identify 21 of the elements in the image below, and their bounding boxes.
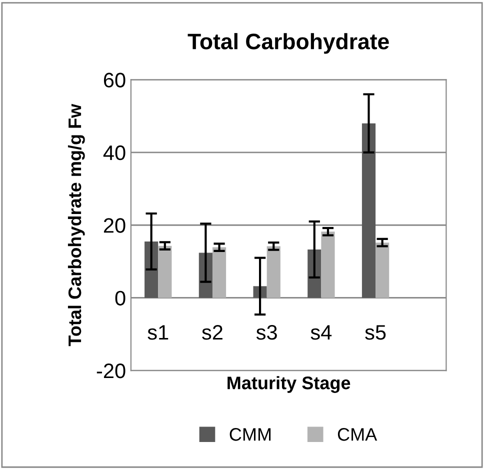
bar xyxy=(158,246,172,298)
bar xyxy=(321,232,335,298)
y-tick-label: 20 xyxy=(104,218,126,233)
y-tick-label: 40 xyxy=(103,145,126,160)
legend-label: CMM xyxy=(230,428,271,441)
bar xyxy=(266,246,280,298)
bar xyxy=(362,123,376,298)
x-tick-label: s5 xyxy=(365,325,386,340)
x-tick-label: s1 xyxy=(148,325,168,340)
y-tick-label: -20 xyxy=(96,364,126,378)
bar xyxy=(212,247,226,298)
y-tick-label: 0 xyxy=(115,290,126,306)
y-tick-label: 60 xyxy=(104,72,126,88)
chart-title: Total Carbohydrate xyxy=(188,33,389,54)
y-axis-title: Total Carbohydrate mg/g Fw xyxy=(68,104,85,346)
bar xyxy=(376,242,390,298)
x-tick-label: s2 xyxy=(202,325,222,340)
x-axis-title: Maturity Stage xyxy=(228,376,350,393)
legend-label: CMA xyxy=(338,428,378,441)
x-tick-label: s3 xyxy=(256,325,277,340)
x-tick-label: s4 xyxy=(310,325,332,340)
